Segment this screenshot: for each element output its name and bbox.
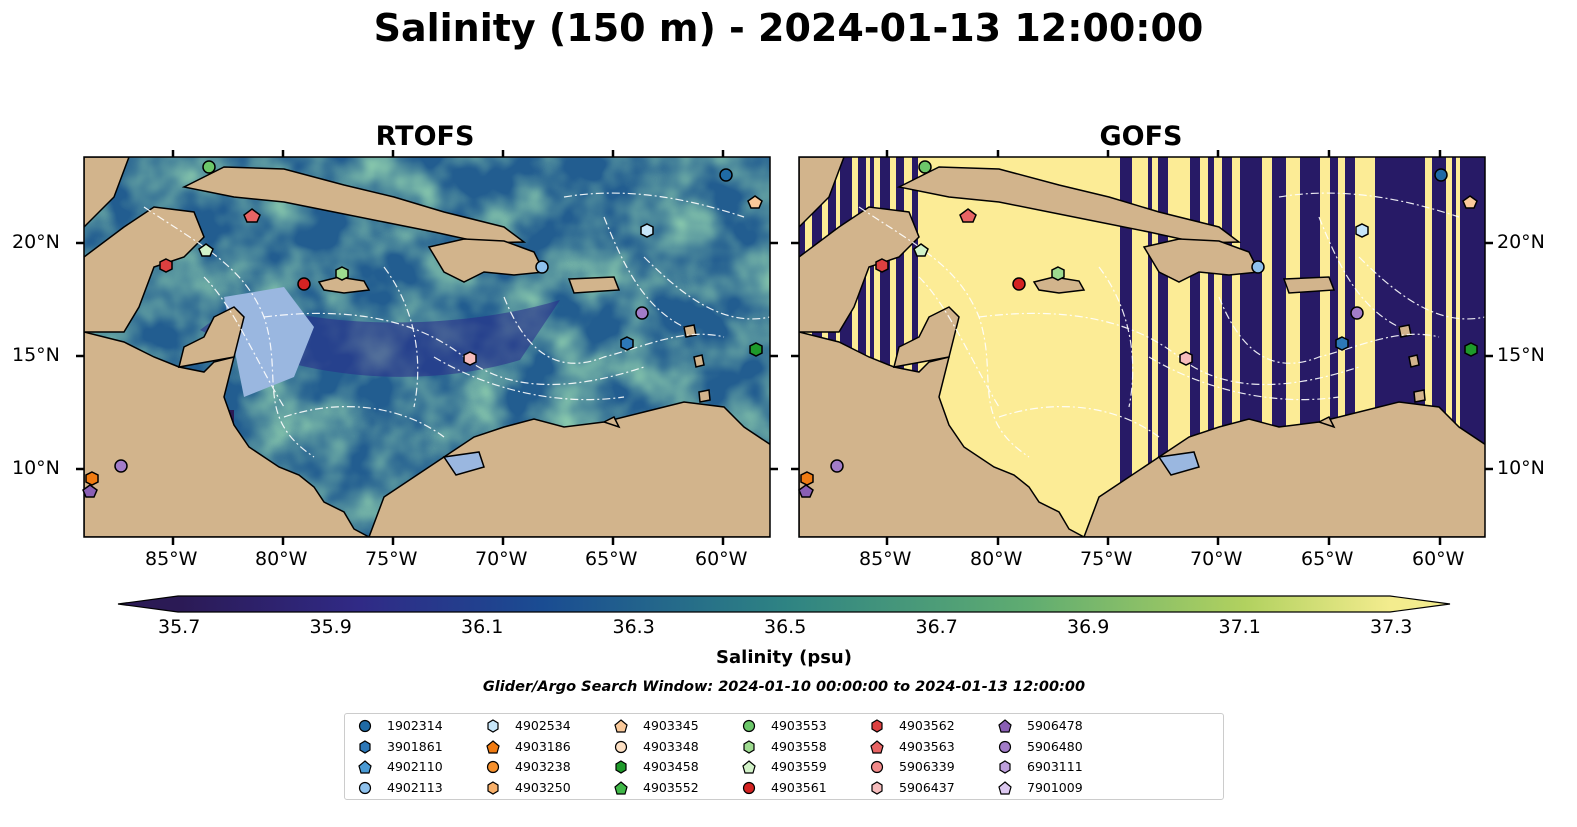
colorbar-tick-label: 36.1 <box>461 616 504 638</box>
colorbar-tick-label: 35.9 <box>309 616 352 638</box>
lon-tick: 85°W <box>859 548 912 570</box>
lat-tick: 15°N <box>12 344 60 366</box>
legend-item-label: 4903561 <box>771 779 827 795</box>
legend-item-label: 1902314 <box>387 718 443 733</box>
legend-item-label: 4903553 <box>771 718 827 733</box>
legend-item-label: 5906437 <box>899 779 955 795</box>
circle-marker-icon <box>742 719 756 733</box>
hexagon-marker-icon <box>871 719 883 733</box>
colorbar-label: Salinity (psu) <box>716 647 852 668</box>
lon-tick: 80°W <box>255 548 308 570</box>
colorbar-tick-label: 36.3 <box>612 616 655 638</box>
circle-marker-icon <box>614 740 628 753</box>
lon-tick: 70°W <box>475 548 528 570</box>
legend-item-label: 4903345 <box>643 718 699 733</box>
gofs-map <box>799 157 1485 537</box>
lon-tick: 60°W <box>695 548 748 570</box>
main-title: Salinity (150 m) - 2024-01-13 12:00:00 <box>373 6 1204 50</box>
lon-tick: 60°W <box>1412 548 1465 570</box>
circle-marker-icon <box>486 760 500 774</box>
lon-tick: 65°W <box>1301 548 1354 570</box>
pentagon-marker-icon <box>742 760 756 774</box>
lon-tick: 70°W <box>1190 548 1243 570</box>
pentagon-marker-icon <box>486 739 500 754</box>
gofs-ticks <box>791 150 1493 545</box>
search-window-text: Glider/Argo Search Window: 2024-01-10 00… <box>482 679 1086 695</box>
legend-item-label: 4902110 <box>387 759 443 774</box>
pentagon-marker-icon <box>870 739 884 754</box>
rtofs-ticks <box>76 150 778 545</box>
lat-tick: 10°N <box>1497 457 1545 479</box>
lat-tick: 20°N <box>1497 231 1545 253</box>
legend-item-label: 3901861 <box>387 738 443 754</box>
colorbar-tick-label: 36.9 <box>1067 616 1110 638</box>
legend-item-label: 4903552 <box>643 779 699 795</box>
lat-tick: 15°N <box>1497 344 1545 366</box>
lon-tick: 65°W <box>585 548 638 570</box>
pentagon-marker-icon <box>998 780 1012 795</box>
rtofs-map <box>84 157 770 537</box>
lon-tick: 75°W <box>365 548 418 570</box>
legend-item-label: 4902113 <box>387 779 443 795</box>
circle-marker-icon <box>998 740 1012 753</box>
legend-item-label: 4903348 <box>643 738 699 754</box>
hexagon-marker-icon <box>871 780 883 795</box>
colorbar-tick-label: 37.3 <box>1370 616 1413 638</box>
legend-item-label: 4903563 <box>899 738 955 754</box>
legend-item-label: 5906339 <box>899 759 955 774</box>
lon-tick: 85°W <box>145 548 198 570</box>
legend-item-label: 6903111 <box>1027 759 1083 774</box>
colorbar-tick-label: 36.5 <box>764 616 807 638</box>
legend: 1902314 3901861 4902110 4902113 4902534 49031… <box>344 713 1224 800</box>
lon-tick: 75°W <box>1080 548 1133 570</box>
colorbar-tick-label: 36.7 <box>915 616 958 638</box>
circle-marker-icon <box>358 719 372 733</box>
lat-tick: 10°N <box>12 457 60 479</box>
hexagon-marker-icon <box>615 760 627 774</box>
colorbar-tick-label: 37.1 <box>1218 616 1261 638</box>
legend-item-label: 7901009 <box>1027 779 1083 795</box>
panel-title-rtofs: RTOFS <box>375 121 475 152</box>
legend-item-label: 4903558 <box>771 738 827 754</box>
hexagon-marker-icon <box>487 780 499 795</box>
legend-item-label: 5906480 <box>1027 738 1083 754</box>
colorbar <box>117 595 1451 613</box>
hexagon-marker-icon <box>487 719 499 733</box>
panel-title-gofs: GOFS <box>1099 121 1183 152</box>
legend-item-label: 5906478 <box>1027 718 1083 733</box>
lon-tick: 80°W <box>970 548 1023 570</box>
legend-item-label: 4903559 <box>771 759 827 774</box>
legend-item-label: 4903562 <box>899 718 955 733</box>
legend-item-label: 4903250 <box>515 779 571 795</box>
pentagon-marker-icon <box>614 780 628 795</box>
colorbar-tick-label: 35.7 <box>158 616 201 638</box>
lat-tick: 20°N <box>12 231 60 253</box>
float-markers <box>82 160 1478 498</box>
hexagon-marker-icon <box>999 760 1011 774</box>
hexagon-marker-icon <box>359 739 371 754</box>
hexagon-marker-icon <box>743 739 755 754</box>
legend-item-label: 4903238 <box>515 759 571 774</box>
legend-item-label: 4902534 <box>515 718 571 733</box>
circle-marker-icon <box>358 781 372 794</box>
pentagon-marker-icon <box>614 719 628 733</box>
pentagon-marker-icon <box>998 719 1012 733</box>
circle-marker-icon <box>870 760 884 774</box>
legend-item-label: 4903458 <box>643 759 699 774</box>
pentagon-marker-icon <box>358 760 372 774</box>
legend-item-label: 4903186 <box>515 738 571 754</box>
circle-marker-icon <box>742 781 756 794</box>
